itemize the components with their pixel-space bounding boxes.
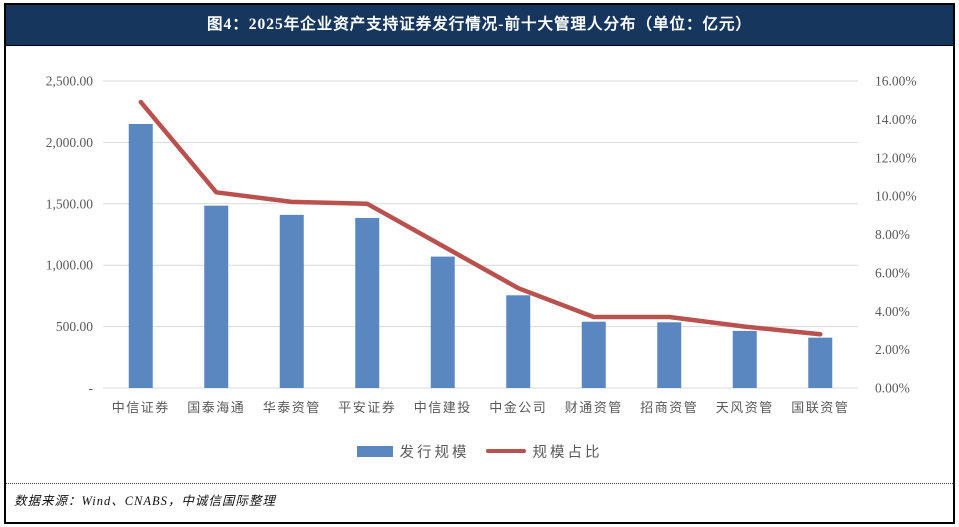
x-axis-label: 中金公司 bbox=[489, 400, 547, 415]
right-axis-tick-label: 2.00% bbox=[875, 342, 910, 357]
figure-title-bar: 图4：2025年企业资产支持证券发行情况-前十大管理人分布（单位：亿元） bbox=[6, 5, 953, 46]
x-axis-label: 华泰资管 bbox=[263, 400, 321, 415]
x-axis-label: 中信证券 bbox=[112, 400, 170, 415]
combo-chart-svg: - 500.00 1,000.00 1,500.00 2,000.00 2,500.00 0… bbox=[46, 74, 917, 416]
figure-title: 图4：2025年企业资产支持证券发行情况-前十大管理人分布（单位：亿元） bbox=[207, 16, 752, 33]
source-row: 数据来源：Wind、CNABS，中诚信国际整理 bbox=[6, 483, 953, 522]
figure-frame: 图4：2025年企业资产支持证券发行情况-前十大管理人分布（单位：亿元） - 50… bbox=[4, 3, 955, 524]
legend-label-line-series: 规模占比 bbox=[532, 444, 603, 461]
left-axis-tick-label: 2,000.00 bbox=[46, 135, 94, 150]
left-axis-tick-label: 1,500.00 bbox=[46, 196, 94, 211]
right-axis-tick-label: 12.00% bbox=[875, 150, 917, 165]
right-axis-tick-label: 16.00% bbox=[875, 74, 917, 89]
bar-国泰海通 bbox=[204, 205, 229, 388]
left-axis-tick-label: - bbox=[89, 381, 94, 396]
right-axis-tick-label: 4.00% bbox=[875, 304, 910, 319]
left-axis-tick-label: 1,000.00 bbox=[46, 258, 94, 273]
x-axis-label: 招商资管 bbox=[640, 400, 698, 415]
right-axis-tick-label: 10.00% bbox=[875, 189, 917, 204]
x-axis-label: 国泰海通 bbox=[187, 400, 245, 415]
legend-label-bar-series: 发行规模 bbox=[399, 444, 470, 461]
bar-招商资管 bbox=[657, 322, 682, 388]
legend-item-line-series: 规模占比 bbox=[485, 441, 603, 462]
x-axis-label: 国联资管 bbox=[791, 400, 849, 415]
x-axis-label: 平安证券 bbox=[338, 400, 396, 415]
line-series bbox=[138, 99, 823, 337]
left-axis-tick-label: 500.00 bbox=[56, 319, 93, 334]
legend-item-bar-series: 发行规模 bbox=[356, 441, 470, 462]
bar-天风资管 bbox=[732, 330, 757, 388]
bar-国联资管 bbox=[808, 337, 833, 388]
bar-series-swatch bbox=[356, 445, 393, 457]
x-axis-label: 中信建投 bbox=[414, 400, 472, 415]
line-series-swatch bbox=[485, 449, 526, 453]
right-axis-tick-label: 14.00% bbox=[875, 112, 917, 127]
right-axis-tick-label: 0.00% bbox=[875, 381, 910, 396]
left-axis-tick-label: 2,500.00 bbox=[46, 74, 94, 89]
right-axis-tick-label: 8.00% bbox=[875, 227, 910, 242]
x-axis-label: 财通资管 bbox=[565, 400, 623, 415]
x-axis-label: 天风资管 bbox=[716, 400, 774, 415]
chart-legend: 发行规模 规模占比 bbox=[6, 439, 953, 463]
bar-华泰资管 bbox=[279, 214, 304, 388]
bar-中信证券 bbox=[128, 123, 153, 388]
bar-财通资管 bbox=[581, 321, 606, 388]
bar-平安证券 bbox=[355, 217, 380, 388]
bar-中信建投 bbox=[430, 256, 455, 388]
bar-中金公司 bbox=[506, 295, 531, 388]
right-axis-tick-label: 6.00% bbox=[875, 265, 910, 280]
data-source-note: 数据来源：Wind、CNABS，中诚信国际整理 bbox=[14, 494, 276, 508]
